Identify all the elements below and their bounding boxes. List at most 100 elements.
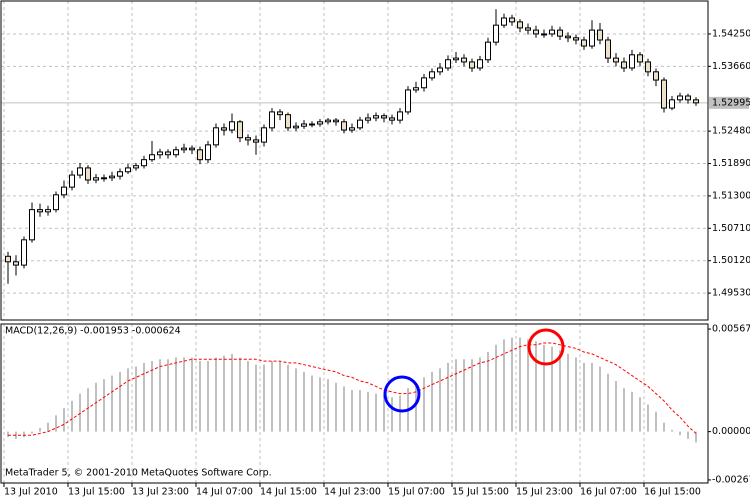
candle-body (45, 209, 51, 213)
y-tick-label: 0.00000 (712, 426, 750, 437)
candle-body (221, 127, 227, 131)
candle-body (277, 111, 283, 116)
candle-body (477, 59, 483, 69)
candle-body (205, 144, 211, 161)
candle-body (397, 111, 403, 121)
candle-body (341, 121, 347, 131)
y-tick-label: 1.51890 (712, 158, 750, 169)
candle-body (485, 41, 491, 61)
current-price-box (709, 96, 749, 109)
candle-body (133, 165, 139, 169)
candle-body (77, 167, 83, 176)
candle-body (565, 35, 571, 39)
x-tick-label: 13 Jul 23:00 (132, 487, 189, 498)
y-tick-label: 1.51300 (712, 190, 750, 201)
panel-title: MACD(12,26,9) -0.001953 -0.000624 (5, 326, 181, 337)
candle-body (549, 29, 555, 35)
candle-body (437, 67, 443, 73)
candle-body (621, 61, 627, 69)
candle-body (69, 174, 75, 188)
candle-body (237, 121, 243, 139)
candle-body (405, 89, 411, 113)
candle-body (589, 29, 595, 47)
copyright: MetaTrader 5, © 2001-2010 MetaQuotes Sof… (5, 468, 272, 479)
candle-body (629, 54, 635, 69)
candle-body (573, 37, 579, 41)
candle-body (13, 261, 19, 266)
candle-body (325, 119, 331, 123)
candle-body (509, 17, 515, 23)
candle-body (605, 39, 611, 59)
x-tick-label: 15 Jul 23:00 (516, 487, 573, 498)
candle-body (61, 186, 67, 196)
y-tick-label: -0.00267 (712, 474, 750, 485)
candle-body (333, 119, 339, 123)
candle-body (101, 177, 107, 180)
x-tick-label: 14 Jul 15:00 (260, 487, 317, 498)
candle-body (597, 29, 603, 41)
x-tick-label: 16 Jul 07:00 (580, 487, 637, 498)
y-tick-label: 1.53660 (712, 61, 750, 72)
highlight-circle (527, 328, 565, 366)
candle-body (261, 127, 267, 143)
candle-body (117, 171, 123, 177)
y-tick-label: 1.50710 (712, 223, 750, 234)
candle-body (53, 194, 59, 211)
candle-body (197, 149, 203, 161)
candle-body (253, 139, 259, 143)
price-panel-frame (0, 0, 709, 321)
candle-body (157, 151, 163, 156)
x-tick-label: 14 Jul 07:00 (196, 487, 253, 498)
candle-body (677, 95, 683, 101)
x-tick-label: 13 Jul 15:00 (68, 487, 125, 498)
candle-body (501, 17, 507, 26)
candle-body (317, 121, 323, 125)
text-layer: 1.49530 1.50120 1.50710 1.51300 1.51890 1.524… (4, 28, 750, 497)
candle-body (357, 119, 363, 129)
candle-body (645, 61, 651, 73)
candle-body (213, 127, 219, 146)
candle-body (349, 127, 355, 131)
highlight-circle (383, 375, 421, 413)
candle-body (661, 79, 667, 109)
candle-body (693, 99, 699, 104)
candle-body (429, 71, 435, 79)
candle-body (533, 29, 539, 35)
candle-body (469, 61, 475, 69)
candle-body (29, 209, 35, 241)
candle-body (637, 54, 643, 63)
candle-body (285, 114, 291, 129)
candle-body (229, 121, 235, 131)
candle-body (165, 151, 171, 156)
candle-body (461, 57, 467, 63)
current-price-label: 1.52995 (712, 97, 750, 108)
candle-body (5, 255, 11, 263)
y-tick-label: 1.54250 (712, 28, 750, 39)
candle-body (245, 137, 251, 141)
candle-body (453, 57, 459, 61)
candle-body (21, 239, 27, 266)
x-tick-label: 15 Jul 07:00 (388, 487, 445, 498)
candle-body (445, 59, 451, 69)
candle-body (373, 115, 379, 119)
candle-body (85, 167, 91, 181)
candle-body (581, 39, 587, 47)
candle-body (301, 123, 307, 127)
candle-body (517, 21, 523, 29)
y-tick-label: 1.52480 (712, 126, 750, 137)
candle-body (541, 33, 547, 36)
candle-body (653, 71, 659, 81)
x-tick-label: 15 Jul 15:00 (452, 487, 509, 498)
candle-body (93, 177, 99, 181)
y-tick-label: 0.00567 (712, 324, 750, 335)
macd-panel-frame (0, 323, 709, 484)
candle-body (685, 95, 691, 101)
candle-body (557, 29, 563, 37)
candle-body (421, 77, 427, 89)
candle-body (109, 175, 115, 179)
candle-body (525, 27, 531, 31)
candle-body (37, 209, 43, 213)
candle-body (413, 87, 419, 91)
